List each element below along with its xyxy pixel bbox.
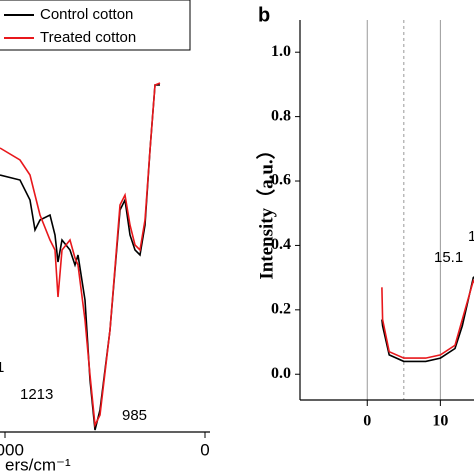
series-line (0, 84, 160, 431)
y-tick-label: 0.4 (271, 236, 291, 253)
x-tick-label: 0 (200, 440, 209, 459)
y-axis-label: Intensity（a.u.） (254, 140, 277, 279)
legend-box (0, 0, 191, 51)
y-tick-label: 0.8 (271, 107, 291, 124)
x-axis-label: ers/cm⁻¹ (5, 455, 71, 474)
annotation: 985 (122, 407, 147, 424)
y-tick-label: 1.0 (271, 43, 291, 60)
x-tick-label: 10 (432, 413, 448, 430)
annotation: 1 (0, 359, 4, 376)
y-tick-label: 0.6 (271, 172, 291, 189)
x-tick-label: 0 (363, 413, 371, 430)
legend-label: Control cotton (40, 6, 133, 23)
annotation: 1 (468, 228, 474, 245)
series-line (381, 276, 474, 363)
x-tick-label: 2000 (0, 440, 24, 459)
series-line (0, 82, 161, 428)
legend-label: Treated cotton (40, 29, 136, 46)
annotation: 15.1 (434, 249, 463, 266)
panel-label: b (258, 4, 270, 26)
y-tick-label: 0.2 (271, 301, 291, 318)
y-tick-label: 0.0 (271, 365, 291, 382)
series-line (381, 278, 474, 359)
annotation: 1213 (20, 386, 53, 403)
